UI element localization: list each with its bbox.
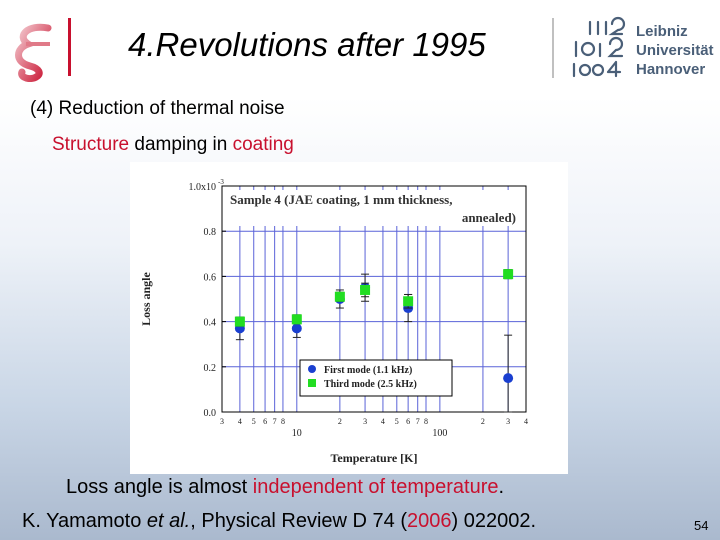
legend-label: Third mode (2.5 kHz)	[324, 379, 417, 390]
section-subheading: Structure damping in coating	[52, 134, 294, 156]
data-point-third-mode	[234, 316, 245, 327]
university-name-line: Universität	[636, 42, 714, 59]
x-minor-tick-label: 3	[363, 417, 367, 426]
title-backdrop	[226, 190, 518, 226]
university-name-line: Leibniz	[636, 23, 688, 40]
institute-logo	[15, 23, 52, 82]
x-minor-tick-label: 3	[506, 417, 510, 426]
section-heading: (4) Reduction of thermal noise	[30, 98, 285, 119]
x-minor-tick-label: 5	[252, 417, 256, 426]
subheading-highlight: Structure	[52, 134, 130, 155]
reference: K. Yamamoto et al., Physical Review D 74…	[22, 510, 536, 533]
x-minor-tick-label: 4	[524, 417, 528, 426]
data-point-third-mode	[503, 269, 514, 280]
y-tick-label: 0.4	[204, 318, 217, 329]
data-point-third-mode	[334, 291, 345, 302]
caption: Loss angle is almost independent of temp…	[66, 476, 504, 499]
university-name-line: Hannover	[636, 61, 706, 78]
x-axis-label: Temperature [K]	[331, 451, 418, 465]
university-logo	[572, 16, 626, 78]
ref-authors: K. Yamamoto	[22, 510, 147, 532]
data-point-first-mode	[291, 323, 302, 334]
ref-year: 2006	[406, 510, 452, 532]
x-minor-tick-label: 3	[220, 417, 224, 426]
subheading-highlight: coating	[232, 134, 294, 155]
chart-panel: 0.0 0.2 0.4 0.6 0.8 1.0x10 -3 3 4 5 6 7 8 2 3 4 5 6 7 8 2 3 4 1…	[130, 162, 568, 474]
x-minor-tick-label: 5	[395, 417, 399, 426]
legend-marker	[308, 379, 316, 387]
y-top-label: 1.0x10	[189, 182, 217, 193]
x-major-tick-label: 10	[292, 428, 302, 439]
data-point-third-mode	[360, 284, 371, 295]
slide-title: 4.Revolutions after 1995	[128, 26, 486, 63]
caption-text: .	[498, 476, 505, 498]
x-minor-tick-label: 7	[273, 417, 277, 426]
x-major-tick-label: 100	[432, 428, 447, 439]
y-tick-label: 0.6	[204, 272, 217, 283]
plot-frame	[221, 185, 527, 413]
chart-title-line: Sample 4 (JAE coating, 1 mm thickness,	[230, 192, 452, 207]
y-top-exponent: -3	[218, 178, 224, 186]
x-minor-tick-label: 6	[263, 417, 267, 426]
ref-number: ) 022002.	[451, 510, 536, 532]
x-minor-tick-label: 2	[481, 417, 485, 426]
x-minor-tick-label: 2	[338, 417, 342, 426]
subheading-text: damping in	[129, 134, 233, 155]
title-divider	[68, 18, 71, 76]
x-minor-tick-label: 6	[406, 417, 410, 426]
y-tick-label: 0.2	[204, 363, 217, 374]
caption-highlight: independent of temperature	[252, 476, 499, 498]
page-number: 54	[694, 518, 709, 533]
x-minor-tick-label: 8	[424, 417, 428, 426]
x-minor-tick-label: 4	[238, 417, 242, 426]
logo-divider	[552, 18, 554, 78]
data-point-third-mode	[291, 314, 302, 325]
x-minor-tick-label: 8	[281, 417, 285, 426]
ref-etal: et al.	[146, 510, 191, 532]
legend-marker	[308, 365, 316, 373]
data-point-first-mode	[503, 373, 514, 384]
caption-text: Loss angle is almost	[66, 476, 253, 498]
y-tick-label: 0.0	[204, 408, 217, 419]
ref-journal: , Physical Review D 74 (	[190, 510, 407, 532]
chart-title-line: annealed)	[462, 210, 516, 225]
university-name: Leibniz Universität Hannover	[636, 22, 714, 79]
loss-angle-chart: 0.00.20.40.60.81.0x10 -33 4 5 6 7 8 2 3 4 5 6 7 8 2 3 41…	[139, 178, 528, 465]
x-minor-tick-label: 7	[416, 417, 420, 426]
y-tick-label: 0.8	[204, 227, 217, 238]
data-point-third-mode	[403, 296, 414, 307]
legend-label: First mode (1.1 kHz)	[324, 365, 412, 376]
legend-box	[299, 359, 453, 397]
x-minor-tick-label: 4	[381, 417, 385, 426]
y-axis-label: Loss angle	[139, 271, 153, 325]
